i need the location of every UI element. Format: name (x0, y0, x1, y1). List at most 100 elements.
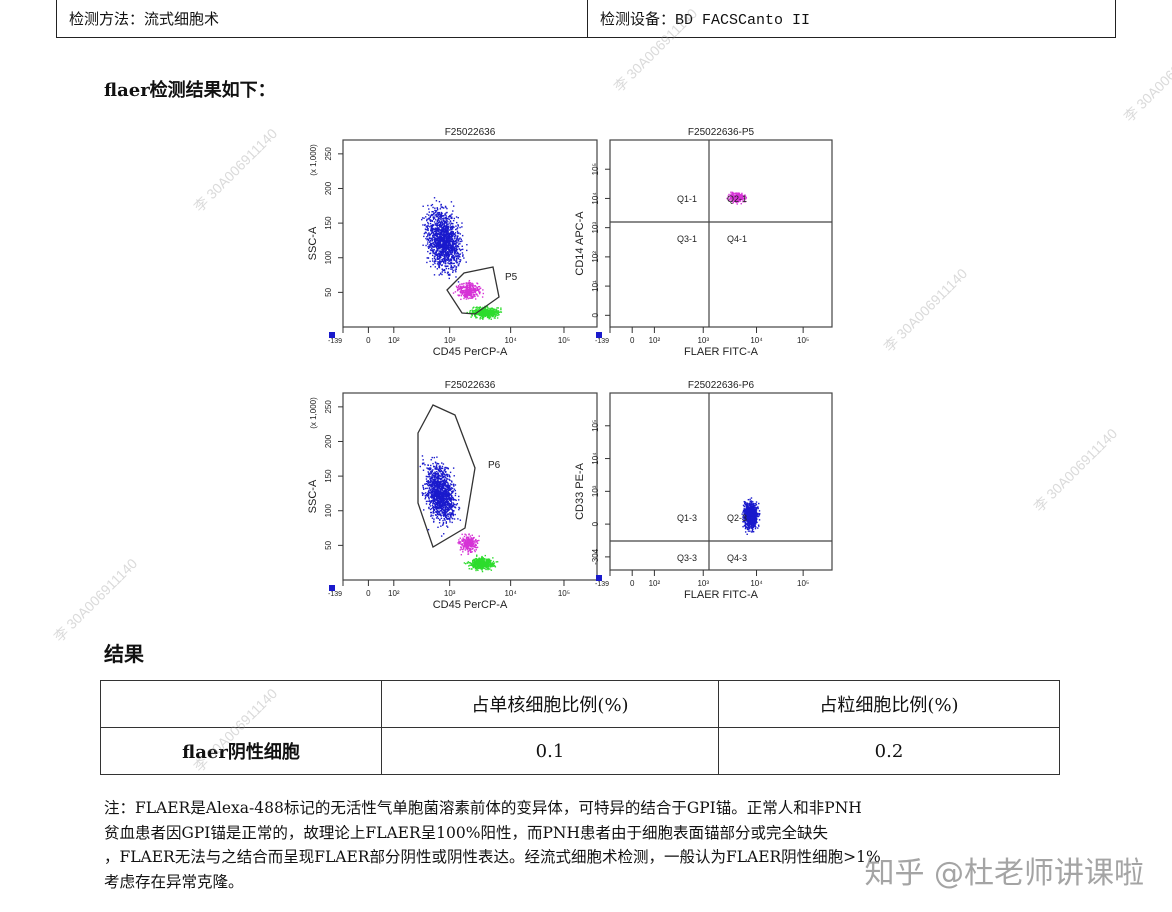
event-dot (434, 214, 436, 216)
event-dot (446, 492, 448, 495)
event-dot (447, 221, 449, 223)
event-dot (445, 236, 448, 238)
event-dot (454, 498, 456, 501)
event-dot (487, 566, 490, 568)
event-dot (449, 503, 452, 506)
event-dot (440, 486, 442, 488)
event-dot (463, 291, 465, 293)
event-dot (439, 482, 442, 484)
event-dot (735, 193, 737, 196)
event-dot (445, 234, 447, 236)
event-dot (452, 239, 455, 242)
event-dot (483, 564, 486, 566)
gate-label: P5 (505, 272, 518, 283)
event-dot (470, 294, 472, 296)
event-dot (431, 500, 433, 502)
event-dot (461, 252, 464, 254)
event-dot (436, 462, 439, 465)
event-dot (730, 193, 732, 195)
event-dot (438, 514, 441, 516)
event-dot (448, 235, 450, 237)
event-dot (440, 231, 443, 233)
event-dot (457, 243, 460, 245)
event-dot (440, 535, 443, 537)
event-dot (426, 487, 428, 489)
event-dot (456, 241, 458, 244)
event-dot (430, 237, 432, 239)
x-axis-label: FLAER FITC-A (684, 589, 759, 601)
event-dot (432, 512, 434, 514)
event-dot (442, 207, 445, 209)
event-dot (456, 259, 458, 261)
event-dot (437, 212, 439, 214)
event-dot (737, 192, 740, 194)
event-dot (493, 565, 496, 567)
event-dot (473, 294, 475, 297)
event-dot (429, 216, 432, 218)
event-dot (439, 233, 441, 236)
event-dot (444, 220, 447, 223)
event-dot (435, 511, 437, 513)
event-dot (422, 462, 424, 465)
event-dot (449, 506, 451, 508)
event-dot (431, 214, 434, 216)
event-dot (455, 234, 457, 237)
y-tick-label: -304 (591, 548, 600, 565)
event-dot (487, 559, 490, 561)
event-dot (442, 524, 444, 526)
event-dot (444, 247, 446, 249)
event-dot (440, 229, 442, 232)
event-dot (481, 569, 483, 571)
event-dot (431, 258, 434, 260)
event-dot (484, 308, 486, 311)
event-dot (473, 288, 475, 290)
event-dot (491, 562, 494, 564)
event-dot (452, 242, 454, 244)
event-dot (444, 257, 447, 259)
event-dot (728, 193, 730, 196)
event-dot (445, 231, 448, 234)
event-dot (452, 467, 455, 469)
event-dot (448, 246, 450, 248)
event-dot (461, 533, 463, 536)
event-dot (432, 489, 434, 492)
event-dot (740, 195, 742, 198)
event-dot (450, 513, 452, 515)
event-dot (475, 543, 477, 546)
event-dot (440, 517, 443, 520)
event-dot (433, 274, 436, 276)
event-dot (467, 290, 469, 292)
event-dot (484, 554, 486, 557)
event-dot (446, 495, 448, 498)
event-dot (446, 467, 449, 469)
event-dot (449, 226, 452, 228)
event-dot (458, 508, 460, 511)
event-dot (477, 560, 479, 563)
event-dot (435, 517, 438, 519)
event-dot (453, 217, 456, 220)
event-dot (443, 242, 445, 244)
event-dot (428, 503, 431, 506)
event-dot (450, 505, 453, 508)
event-dot (469, 284, 472, 287)
event-dot (430, 232, 432, 235)
event-dot (495, 312, 498, 314)
event-dot (427, 239, 430, 241)
event-dot (435, 503, 438, 506)
event-dot (448, 255, 450, 257)
event-dot (453, 488, 456, 490)
event-dot (492, 311, 495, 313)
event-dot (441, 462, 443, 464)
event-dot (489, 316, 492, 318)
event-dot (439, 493, 441, 495)
plot-frame (609, 392, 833, 571)
event-dot (454, 503, 456, 506)
event-dot (432, 241, 434, 244)
event-dot (443, 487, 445, 490)
event-dot (455, 250, 458, 252)
y-axis-label: SSC-A (307, 479, 319, 513)
event-dot (421, 492, 423, 494)
event-dot (754, 525, 756, 528)
event-dot (475, 540, 477, 542)
event-dot (431, 492, 434, 494)
